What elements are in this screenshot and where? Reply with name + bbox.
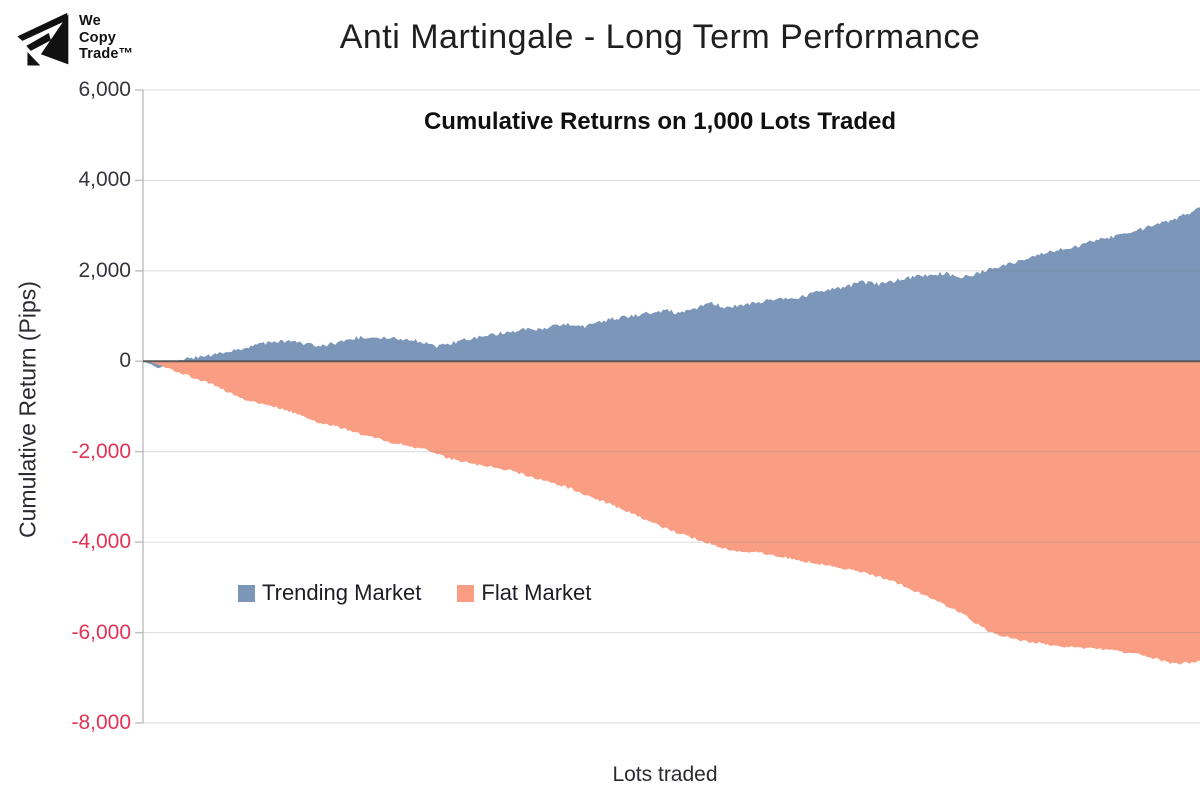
y-tick-label: -4,000	[71, 530, 131, 553]
y-tick-label: -8,000	[71, 711, 131, 734]
legend-item-flat-market: Flat Market	[457, 580, 591, 606]
y-tick-label: -6,000	[71, 621, 131, 644]
logo-line-3: Trade™	[79, 46, 134, 62]
trending-market-swatch-icon	[238, 584, 255, 602]
flat-market-swatch-icon	[457, 584, 475, 602]
area-series-flat-market	[143, 361, 1200, 665]
area-series-trending-market	[143, 207, 1200, 369]
legend-label-flat-market: Flat Market	[481, 580, 592, 605]
logo-line-2: Copy	[79, 29, 117, 46]
y-tick-label: 2,000	[78, 259, 131, 282]
y-tick-label: 0	[119, 349, 131, 372]
y-tick-label: 6,000	[78, 78, 131, 101]
brand-logo-text: We Copy Trade™	[79, 10, 133, 63]
legend-item-trending-market: Trending Market	[238, 580, 421, 606]
y-tick-label: 4,000	[78, 168, 131, 191]
brand-logo: We Copy Trade™	[14, 10, 133, 70]
legend-label-trending-market: Trending Market	[262, 580, 422, 605]
page-title: Anti Martingale - Long Term Performance	[339, 18, 981, 56]
y-tick-label: -2,000	[71, 440, 131, 463]
y-axis-tick-labels: 6,000 4,000 2,000 0 -2,000 -4,000 -6,000 -8,000	[0, 0, 131, 800]
logo-line-1: We	[79, 13, 101, 29]
chart-legend: Trending Market Flat Market	[238, 580, 591, 606]
x-axis-title: Lots traded	[612, 763, 718, 786]
chart-title: Cumulative Returns on 1,000 Lots Traded	[423, 108, 897, 135]
we-copy-trade-logo-icon	[17, 12, 69, 66]
